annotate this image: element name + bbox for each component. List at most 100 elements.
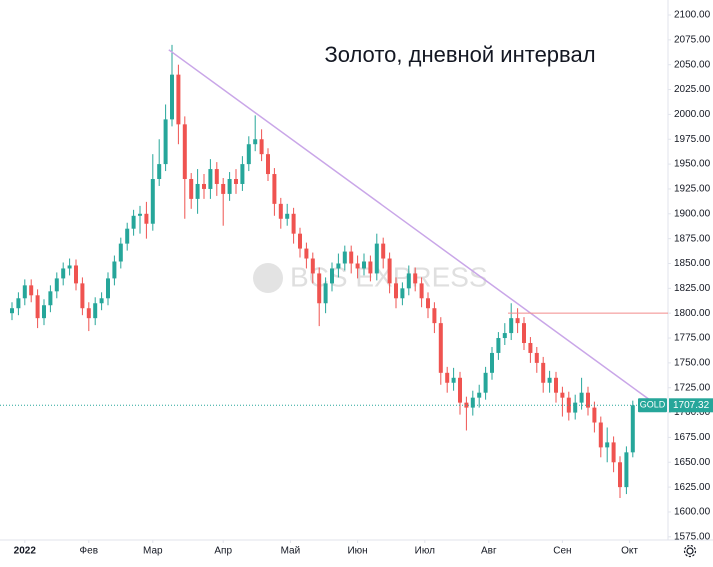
x-tick-label: Мар xyxy=(143,546,163,557)
candle-body xyxy=(54,278,59,292)
candle-body xyxy=(342,251,347,264)
candle-body xyxy=(451,377,456,383)
candle-body xyxy=(138,213,142,216)
candle-body xyxy=(381,243,386,259)
candle-body xyxy=(611,442,616,463)
candle-body xyxy=(144,213,149,224)
candle-body xyxy=(547,377,552,383)
candle-body xyxy=(483,372,488,393)
candle-body xyxy=(317,273,322,304)
candle-body xyxy=(310,258,315,274)
candle-body xyxy=(150,179,155,224)
candle-body xyxy=(566,397,571,413)
candle-body xyxy=(157,164,162,180)
candle-body xyxy=(605,442,610,448)
price-label: 1707.32 xyxy=(673,400,710,411)
x-tick-label: Май xyxy=(281,546,301,557)
candle-body xyxy=(48,291,53,306)
candle-body xyxy=(42,305,46,319)
y-tick-label: 1575.00 xyxy=(674,531,711,542)
candle-body xyxy=(458,377,462,403)
y-tick-label: 1925.00 xyxy=(674,184,711,195)
candle-body xyxy=(387,258,392,284)
candle-body xyxy=(419,283,424,299)
y-tick-label: 1700.00 xyxy=(674,407,711,418)
candle-body xyxy=(253,139,258,145)
candle-body xyxy=(214,169,219,184)
candle-body xyxy=(470,397,475,408)
candle-body xyxy=(189,179,194,199)
candle-body xyxy=(176,74,181,125)
candle-body xyxy=(368,261,373,274)
candle-body xyxy=(10,308,14,314)
candle-body xyxy=(106,278,110,299)
chart-title: Золото, дневной интервал xyxy=(324,42,595,67)
candle-body xyxy=(86,308,91,319)
candle-body xyxy=(61,268,66,279)
candle-body xyxy=(509,318,514,334)
candle-body xyxy=(29,285,34,296)
candle-body xyxy=(74,265,78,284)
candle-body xyxy=(438,323,443,373)
candle-body xyxy=(477,392,482,398)
candle-body xyxy=(592,407,597,423)
symbol-label: GOLD xyxy=(640,400,666,410)
candle-body xyxy=(374,243,379,274)
candle-body xyxy=(426,298,430,309)
candle-body xyxy=(349,251,354,264)
candle-body xyxy=(515,318,520,324)
y-tick-label: 1650.00 xyxy=(674,457,711,468)
candle-body xyxy=(208,169,213,189)
candle-body xyxy=(362,261,366,269)
candle-body xyxy=(170,74,174,120)
y-tick-label: 2075.00 xyxy=(674,34,711,45)
candle-body xyxy=(406,273,411,289)
y-tick-label: 1775.00 xyxy=(674,333,711,344)
candle-body xyxy=(163,119,168,165)
y-tick-label: 1950.00 xyxy=(674,159,711,170)
candle-body xyxy=(221,183,226,194)
candle-body xyxy=(336,263,341,269)
y-tick-label: 1875.00 xyxy=(674,233,711,244)
candle-body xyxy=(118,243,123,262)
candle-body xyxy=(560,392,565,398)
y-tick-label: 1825.00 xyxy=(674,283,711,294)
candle-body xyxy=(502,333,507,339)
settings-icon[interactable] xyxy=(683,544,697,558)
x-tick-label: Сен xyxy=(553,546,571,557)
candle-body xyxy=(586,392,590,408)
candle-body xyxy=(573,402,578,413)
x-tick-label: Окт xyxy=(621,546,638,557)
candle-body xyxy=(618,462,622,488)
candle-body xyxy=(35,295,40,319)
candle-body xyxy=(323,283,328,304)
candle-body xyxy=(630,405,635,453)
symbol-badge xyxy=(638,398,667,413)
candle-body xyxy=(579,392,584,403)
y-tick-label: 1725.00 xyxy=(674,382,711,393)
candle-body xyxy=(413,273,418,284)
candles xyxy=(10,44,635,499)
y-tick-label: 1800.00 xyxy=(674,308,711,319)
candle-body xyxy=(67,265,72,269)
candle-body xyxy=(496,338,501,353)
candle-body xyxy=(93,303,98,319)
candle-body xyxy=(541,362,546,383)
candle-body xyxy=(195,183,200,199)
x-tick-label: Апр xyxy=(214,546,232,557)
candle-body xyxy=(394,283,398,299)
candle-body xyxy=(99,298,104,304)
y-tick-label: 1750.00 xyxy=(674,358,711,369)
trendline xyxy=(168,49,650,401)
candle-body xyxy=(240,164,245,184)
candle-body xyxy=(246,144,251,165)
candle-body xyxy=(234,179,238,184)
y-tick-label: 1600.00 xyxy=(674,507,711,518)
candle-body xyxy=(355,263,360,269)
candle-body xyxy=(534,352,539,363)
y-tick-label: 1850.00 xyxy=(674,258,711,269)
y-tick-label: 2050.00 xyxy=(674,59,711,70)
y-tick-label: 2100.00 xyxy=(674,10,711,21)
price-badge xyxy=(669,398,713,413)
